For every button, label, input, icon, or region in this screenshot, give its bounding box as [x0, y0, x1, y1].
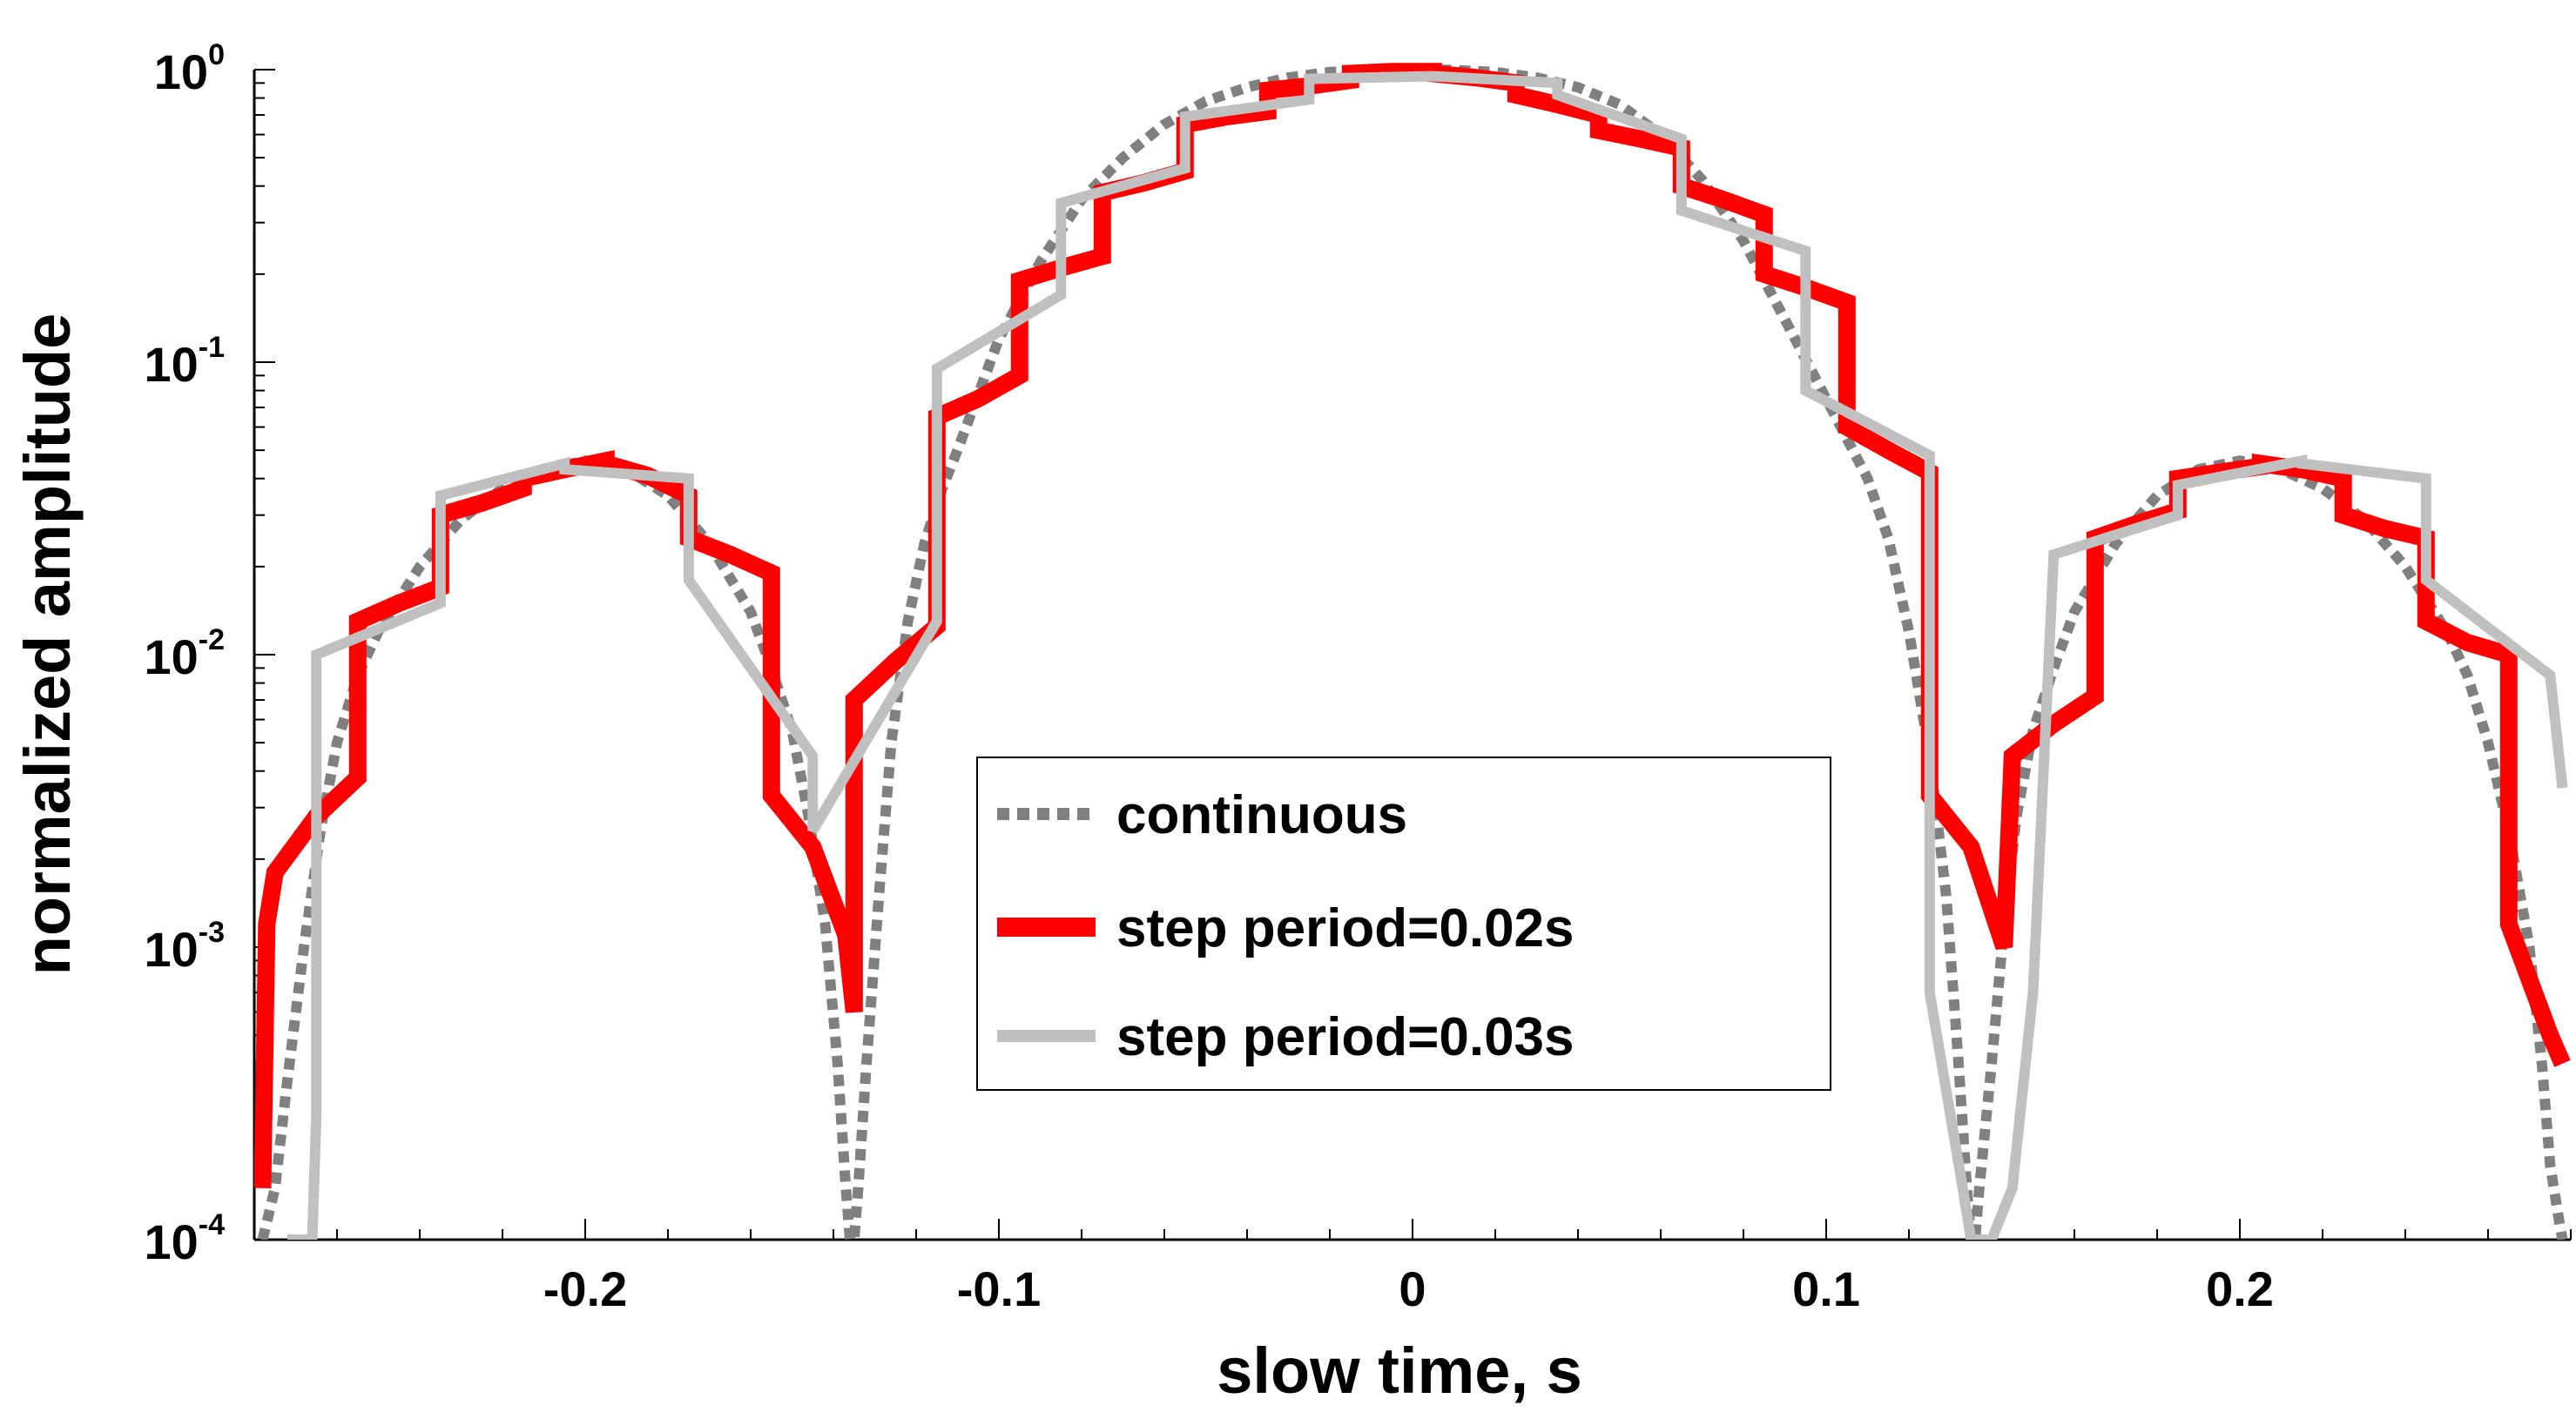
- y-tick-exponent: -4: [199, 1208, 225, 1241]
- legend: continuous step period=0.02s step period…: [976, 757, 1831, 1091]
- y-tick-exponent: -2: [199, 623, 225, 656]
- series-layer: [254, 63, 2571, 1240]
- y-tick-label: 10-3: [144, 916, 225, 977]
- y-tick-label: 10-2: [144, 623, 225, 684]
- y-tick-base: 10: [154, 44, 208, 99]
- x-tick-label: 0: [1399, 1261, 1426, 1316]
- legend-box: [976, 757, 1831, 1091]
- legend-label-step-003: step period=0.03s: [1116, 1007, 1575, 1067]
- y-axis-label: normalized amplitude: [11, 313, 84, 976]
- y-tick-label: 100: [154, 38, 225, 99]
- y-tick-base: 10: [144, 1214, 198, 1269]
- x-axis-label: slow time, s: [1217, 1335, 1581, 1407]
- legend-label-continuous: continuous: [1116, 785, 1407, 845]
- x-tick-label: -0.2: [543, 1261, 628, 1316]
- y-tick-base: 10: [144, 337, 198, 392]
- plot-axes: [253, 69, 2572, 1241]
- y-tick-label: 10-1: [144, 331, 225, 392]
- x-tick-label: 0.1: [1792, 1261, 1860, 1316]
- x-tick-label: 0.2: [2206, 1261, 2274, 1316]
- y-tick-base: 10: [144, 922, 198, 977]
- x-tick-label: -0.1: [957, 1261, 1042, 1316]
- y-tick-exponent: -1: [199, 331, 225, 364]
- legend-label-step-002: step period=0.02s: [1116, 898, 1575, 958]
- y-tick-base: 10: [144, 629, 198, 684]
- y-tick-exponent: -3: [199, 916, 225, 949]
- series-line-2: [287, 71, 2568, 1240]
- y-tick-label: 10-4: [144, 1208, 225, 1269]
- y-tick-exponent: 0: [208, 38, 225, 71]
